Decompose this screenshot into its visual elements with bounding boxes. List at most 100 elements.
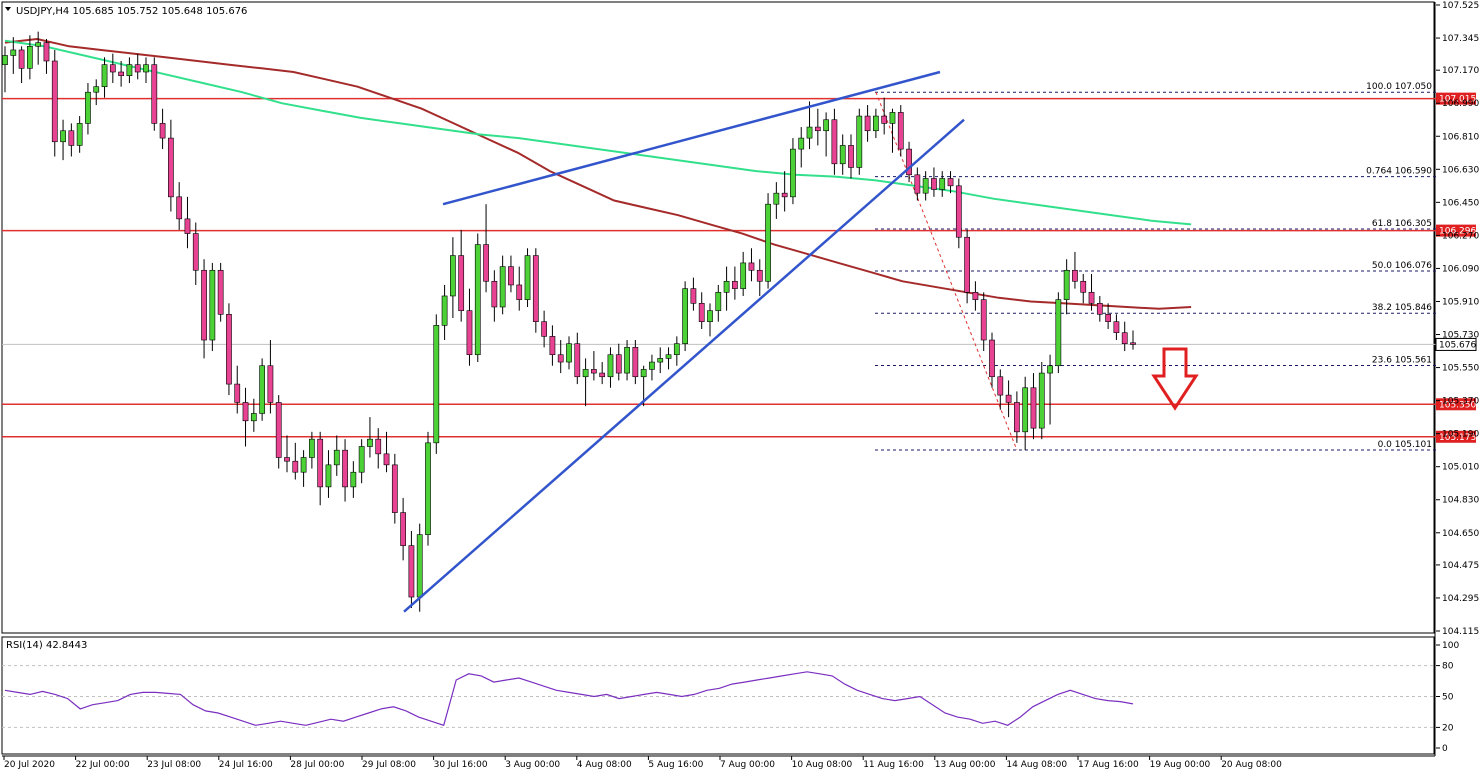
candle	[997, 369, 1004, 410]
candle	[499, 255, 506, 315]
bear-candle-body	[906, 148, 912, 176]
fib-level-label: 38.2 105.846	[1372, 303, 1432, 313]
y-tick-label: 105.190	[1442, 430, 1479, 440]
bear-candle-body	[118, 71, 124, 76]
bear-candle-body	[292, 460, 299, 473]
x-tick-label: 5 Aug 16:00	[648, 760, 703, 770]
candle	[848, 134, 854, 179]
bear-candle-body	[914, 174, 921, 194]
bear-candle-body	[599, 372, 606, 378]
fib-level-label: 50.0 106.076	[1372, 261, 1432, 271]
bear-candle-body	[275, 402, 282, 458]
candle	[508, 255, 514, 293]
bull-candle-body	[624, 347, 630, 374]
x-tick-label: 13 Aug 00:00	[935, 760, 996, 770]
candle	[242, 387, 249, 447]
bear-candle-body	[1113, 321, 1120, 333]
candle	[989, 332, 995, 388]
rsi-pane-border	[1, 636, 1435, 755]
x-tick-label: 23 Jul 08:00	[147, 760, 201, 770]
bull-candle-body	[806, 126, 813, 139]
bear-candle-body	[184, 218, 191, 234]
bull-candle-body	[333, 449, 340, 466]
y-tick-label: 106.810	[1442, 132, 1479, 142]
bear-candle-body	[964, 236, 970, 293]
y-tick-label: 105.010	[1442, 463, 1479, 473]
level-price-label: 105.173	[1439, 433, 1476, 443]
rsi-label: RSI(14) 42.8443	[6, 640, 87, 651]
candle	[1113, 314, 1120, 341]
bull-candle-body	[740, 262, 747, 289]
bull-candle-body	[798, 137, 805, 150]
candle	[607, 347, 614, 388]
bull-candle-body	[715, 291, 722, 311]
bear-candle-body	[557, 354, 564, 363]
candle	[773, 182, 780, 219]
bear-candle-body	[574, 343, 581, 378]
x-tick-label: 20 Jul 2020	[4, 760, 55, 770]
x-tick-label: 24 Jul 16:00	[219, 760, 273, 770]
bear-candle-body	[68, 130, 75, 146]
candle	[566, 336, 572, 370]
bear-candle-body	[151, 64, 158, 124]
candle	[450, 237, 456, 318]
candle	[781, 171, 788, 212]
candle	[250, 398, 257, 432]
y-tick-label: 104.830	[1442, 496, 1479, 506]
bear-candle-body	[1088, 291, 1095, 304]
x-tick-label: 11 Aug 16:00	[863, 760, 924, 770]
bull-candle-body	[60, 130, 66, 143]
candle	[790, 138, 796, 205]
bear-candle-body	[1072, 269, 1078, 282]
candle	[574, 332, 581, 385]
dropdown-triangle-icon[interactable]	[5, 7, 11, 11]
candle	[599, 362, 606, 385]
candle	[922, 171, 929, 201]
bull-candle-body	[143, 64, 149, 73]
bull-candle-body	[450, 255, 456, 297]
bear-candle-body	[955, 185, 962, 238]
candle	[657, 347, 664, 374]
candle	[557, 340, 564, 374]
candle	[10, 37, 17, 74]
candle	[756, 259, 763, 296]
bull-candle-body	[425, 442, 431, 535]
bull-candle-body	[358, 446, 365, 473]
candle	[1105, 303, 1111, 330]
candle	[1014, 391, 1020, 443]
bear-candle-body	[234, 383, 241, 403]
bear-candle-body	[516, 284, 523, 300]
bear-candle-body	[756, 269, 763, 282]
candle	[541, 310, 547, 348]
bull-candle-body	[1038, 372, 1045, 429]
bear-candle-body	[698, 303, 705, 322]
candle	[126, 57, 133, 84]
x-tick-label: 28 Jul 00:00	[290, 760, 344, 770]
candle	[159, 108, 166, 150]
bear-candle-body	[972, 291, 979, 300]
bull-candle-body	[27, 46, 33, 69]
bear-candle-body	[18, 49, 25, 69]
bull-candle-body	[640, 369, 647, 378]
candle	[1022, 376, 1029, 451]
candle	[549, 325, 556, 366]
candle	[980, 292, 987, 352]
candle	[1121, 321, 1128, 352]
candle	[176, 182, 183, 230]
candle	[947, 171, 954, 194]
level-price-tag	[1436, 398, 1476, 411]
candle	[856, 108, 863, 175]
candle	[209, 262, 216, 352]
bull-candle-body	[101, 64, 108, 87]
bear-candle-body	[690, 288, 697, 304]
bear-candle-body	[864, 115, 871, 132]
candle	[582, 358, 589, 407]
fib-level-label: 61.8 106.305	[1372, 219, 1432, 229]
bear-candle-body	[1130, 342, 1136, 345]
bull-candle-body	[922, 178, 929, 194]
bull-candle-body	[1055, 299, 1062, 367]
candle	[1088, 273, 1095, 311]
current-price-tag	[1435, 337, 1477, 351]
